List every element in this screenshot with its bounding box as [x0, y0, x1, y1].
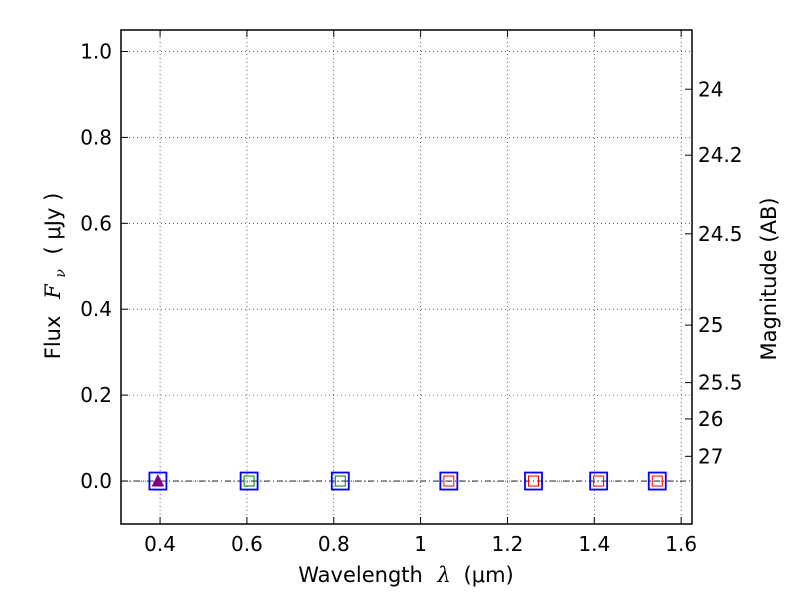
data-point: [439, 471, 459, 491]
y-axis-title: Flux F ν ( μJy ): [41, 193, 70, 360]
data-point: [239, 471, 259, 491]
y-axis-label-text: Flux: [41, 316, 65, 360]
point-inner-marker: [334, 475, 346, 487]
y-axis-label-symbol: F: [41, 283, 65, 300]
y-tick-label: 0.6: [80, 211, 112, 235]
plot-frame: [120, 29, 693, 525]
x-axis-label-symbol: λ: [437, 563, 451, 587]
axis-ticks: [121, 30, 692, 524]
y-axis-label-unit: ( μJy ): [41, 193, 65, 255]
magnitude-tick-label: 24.5: [698, 222, 743, 246]
magnitude-axis-title: Magnitude (AB): [757, 197, 781, 360]
x-axis-title: Wavelength λ (μm): [298, 563, 513, 587]
y-tick-label: 0.4: [80, 297, 112, 321]
y-tick-label: 0.8: [80, 125, 112, 149]
point-inner-marker: [528, 475, 540, 487]
point-inner-marker: [443, 475, 455, 487]
x-axis-label-text: Wavelength: [298, 563, 423, 587]
axis-tick-labels: 0.4 0.6 0.8 1 1.2 1.4 1.6 0.0 0.2 0.4 0.6 0.8 1.0 24 2…: [80, 39, 742, 556]
x-tick-label: 0.6: [231, 532, 263, 556]
point-square-marker: [589, 471, 609, 491]
point-square-marker: [524, 471, 543, 491]
x-tick-label: 1.6: [665, 532, 697, 556]
data-point: [589, 471, 609, 491]
data-point: [647, 471, 667, 491]
data-point: [148, 471, 168, 491]
data-point: [524, 471, 543, 491]
y-tick-label: 1.0: [80, 39, 112, 63]
x-tick-label: 1: [414, 532, 427, 556]
x-axis-label-unit: (μm): [464, 563, 514, 587]
point-inner-marker: [651, 475, 663, 487]
y-tick-label: 0.2: [80, 383, 112, 407]
point-square-marker: [148, 471, 168, 491]
magnitude-tick-label: 24.2: [698, 143, 743, 167]
magnitude-tick-label: 27: [698, 444, 723, 468]
point-inner-marker: [593, 475, 605, 487]
data-point: [330, 471, 350, 491]
point-square-marker: [239, 471, 259, 491]
x-tick-label: 1.4: [578, 532, 610, 556]
magnitude-tick-label: 26: [698, 407, 723, 431]
magnitude-tick-label: 24: [698, 77, 723, 101]
point-square-marker: [330, 471, 350, 491]
x-tick-label: 1.2: [492, 532, 524, 556]
point-square-marker: [439, 471, 459, 491]
magnitude-tick-label: 25.5: [698, 371, 743, 395]
point-inner-marker: [243, 475, 255, 487]
y-tick-label: 0.0: [80, 469, 112, 493]
y-axis-label-subscript: ν: [53, 269, 69, 278]
data-points: [148, 471, 667, 491]
x-tick-label: 0.4: [144, 532, 176, 556]
point-triangle-marker: [151, 473, 165, 487]
x-tick-label: 0.8: [318, 532, 350, 556]
point-square-marker: [647, 471, 667, 491]
magnitude-tick-label: 25: [698, 313, 723, 337]
